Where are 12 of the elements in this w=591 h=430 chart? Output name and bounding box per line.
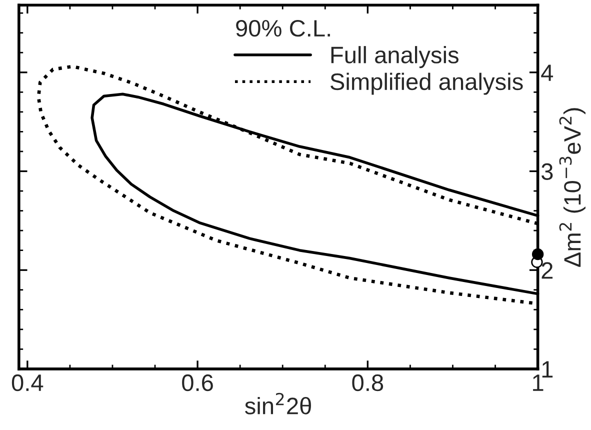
x-axis-title: sin$^{2}$2θ	[245, 392, 311, 414]
y-axis-title: Δm$^{2}$ (10$^{−3}$eV$^{2}$)	[559, 108, 586, 267]
legend-label: Full analysis	[331, 46, 458, 68]
x-tick-label: 0.8	[352, 374, 384, 392]
x-tick-label: 0.4	[12, 374, 44, 392]
legend-title: 90% C.L.	[236, 20, 330, 37]
y-tick-label: 1	[542, 361, 553, 378]
y-tick-label: 4	[541, 64, 554, 81]
legend-label: Simplified analysis	[330, 72, 523, 95]
y-tick-label: 2	[542, 262, 553, 279]
y-tick-label: 3	[541, 163, 553, 180]
x-tick-label: 0.6	[182, 374, 213, 392]
